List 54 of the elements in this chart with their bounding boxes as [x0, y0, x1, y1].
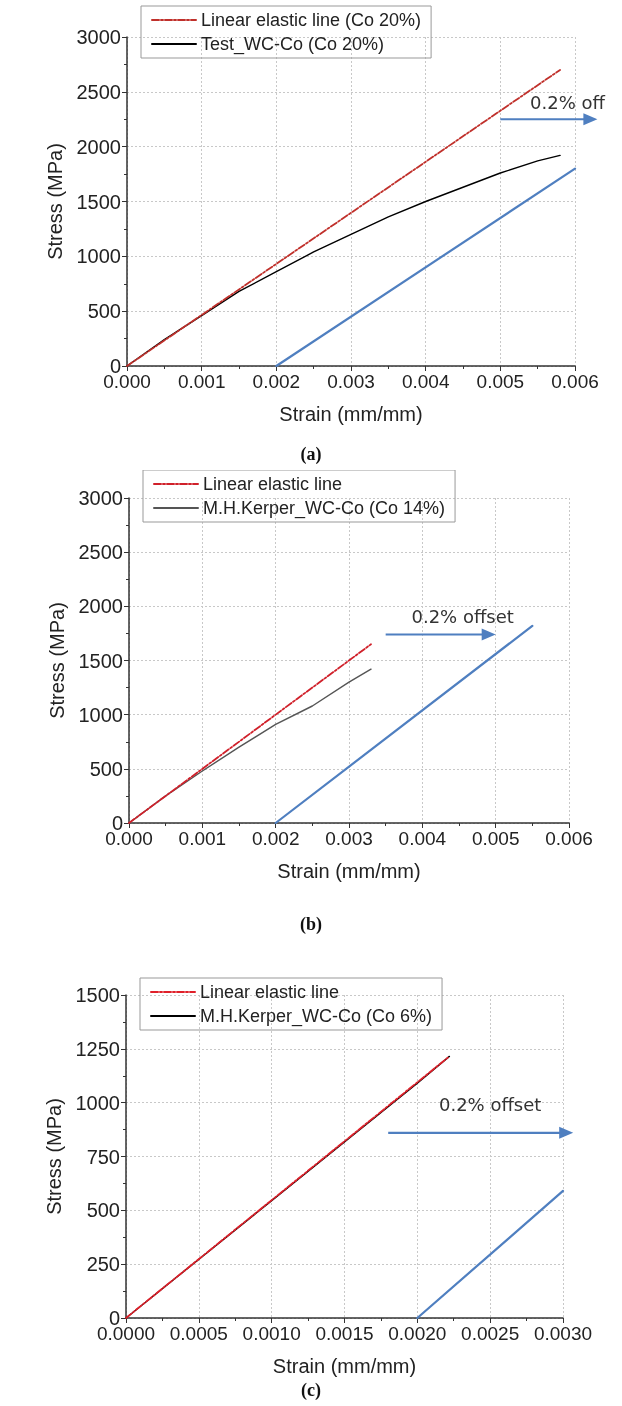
- x-tick-label: 0.003: [327, 371, 375, 392]
- text: (a): [300, 444, 322, 465]
- y-tick-label: 500: [89, 757, 123, 780]
- x-tick-label: 0.003: [325, 828, 373, 849]
- y-tick-label: 750: [86, 1145, 120, 1168]
- y-tick-label: 500: [87, 300, 121, 323]
- y-tick-label: 1000: [75, 1091, 120, 1114]
- y-tick-label: 2000: [78, 595, 123, 618]
- legend-label: Linear elastic line: [203, 474, 343, 494]
- y-axis-title: Stress (MPa): [43, 1098, 65, 1215]
- x-tick-label: 0.002: [251, 828, 300, 849]
- x-axis-title: Strain (mm/mm): [279, 403, 423, 425]
- y-tick-label: 1500: [78, 649, 123, 672]
- x-tick-label: 0.001: [178, 828, 227, 849]
- y-tick-label: 1500: [76, 190, 121, 213]
- x-tick-label: 0.0025: [461, 1323, 520, 1344]
- legend-label: Test_WC-Co (Co 20%): [201, 34, 385, 55]
- legend-label: M.H.Kerper_WC-Co (Co 6%): [200, 1006, 433, 1027]
- y-tick-label: 2500: [78, 541, 123, 564]
- annotation: 0.2% off: [530, 92, 606, 114]
- y-tick-label: 3000: [78, 487, 123, 509]
- y-axis-title: Stress (MPa): [44, 143, 66, 260]
- y-tick-label: 1500: [75, 984, 120, 1006]
- text: (b): [300, 914, 322, 935]
- x-tick-label: 0.005: [471, 828, 520, 849]
- x-tick-label: 0.004: [398, 828, 447, 849]
- y-tick-label: 2000: [76, 135, 121, 158]
- y-tick-label: 250: [86, 1253, 120, 1276]
- y-tick-label: 1000: [76, 245, 121, 268]
- x-tick-label: 0.0005: [169, 1323, 228, 1344]
- x-tick-label: 0.004: [401, 371, 450, 392]
- x-tick-label: 0.0010: [242, 1323, 301, 1344]
- x-tick-label: 0.0020: [388, 1323, 447, 1344]
- x-tick-label: 0.0015: [315, 1323, 374, 1344]
- y-axis-title: Stress (MPa): [46, 602, 68, 719]
- annotation: 0.2% offset: [411, 605, 514, 627]
- legend-label: M.H.Kerper_WC-Co (Co 14%): [203, 498, 446, 519]
- x-tick-label: 0.005: [476, 371, 525, 392]
- y-tick-label: 500: [86, 1199, 120, 1222]
- y-tick-label: 1250: [75, 1037, 120, 1060]
- x-tick-label: 0.006: [551, 371, 599, 392]
- y-tick-label: 1000: [78, 703, 123, 726]
- x-tick-label: 0.001: [177, 371, 226, 392]
- y-tick-label: 3000: [76, 26, 121, 48]
- annotation: 0.2% offset: [438, 1094, 542, 1116]
- legend-label: Linear elastic line: [200, 982, 340, 1002]
- legend-label: Linear elastic line (Co 20%): [201, 10, 422, 30]
- text: (c): [301, 1380, 321, 1401]
- y-tick-label: 2500: [76, 80, 121, 103]
- x-tick-label: 0.002: [252, 371, 301, 392]
- x-axis-title: Strain (mm/mm): [272, 1355, 417, 1377]
- x-tick-label: 0.006: [545, 828, 593, 849]
- x-axis-title: Strain (mm/mm): [277, 860, 421, 882]
- x-tick-label: 0.0030: [533, 1323, 593, 1344]
